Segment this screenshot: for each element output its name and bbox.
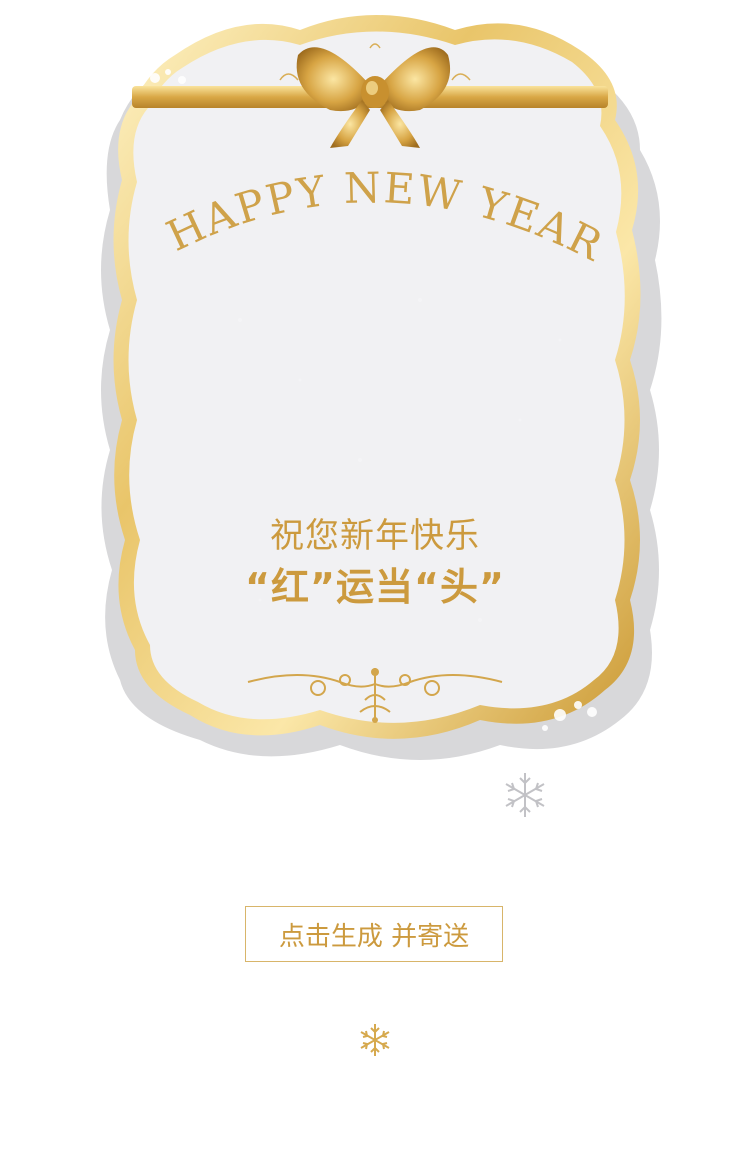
card-paper <box>128 31 625 723</box>
scroll-accents <box>279 43 471 81</box>
snowflake-icon <box>505 773 545 817</box>
frost-accent-top-left <box>150 69 186 84</box>
snowflake-icon <box>360 1024 390 1056</box>
card-illustration: HAPPY NEW YEAR <box>101 15 662 817</box>
greeting-line-1: 祝您新年快乐 <box>270 516 480 556</box>
greeting-line-2: “红”运当“头” <box>245 565 505 609</box>
gold-bow-icon <box>296 47 451 148</box>
generate-and-send-button[interactable]: 点击生成 并寄送 <box>245 906 503 962</box>
frost-accent-bottom-right <box>542 701 597 731</box>
scroll-ornament-icon <box>247 668 503 720</box>
